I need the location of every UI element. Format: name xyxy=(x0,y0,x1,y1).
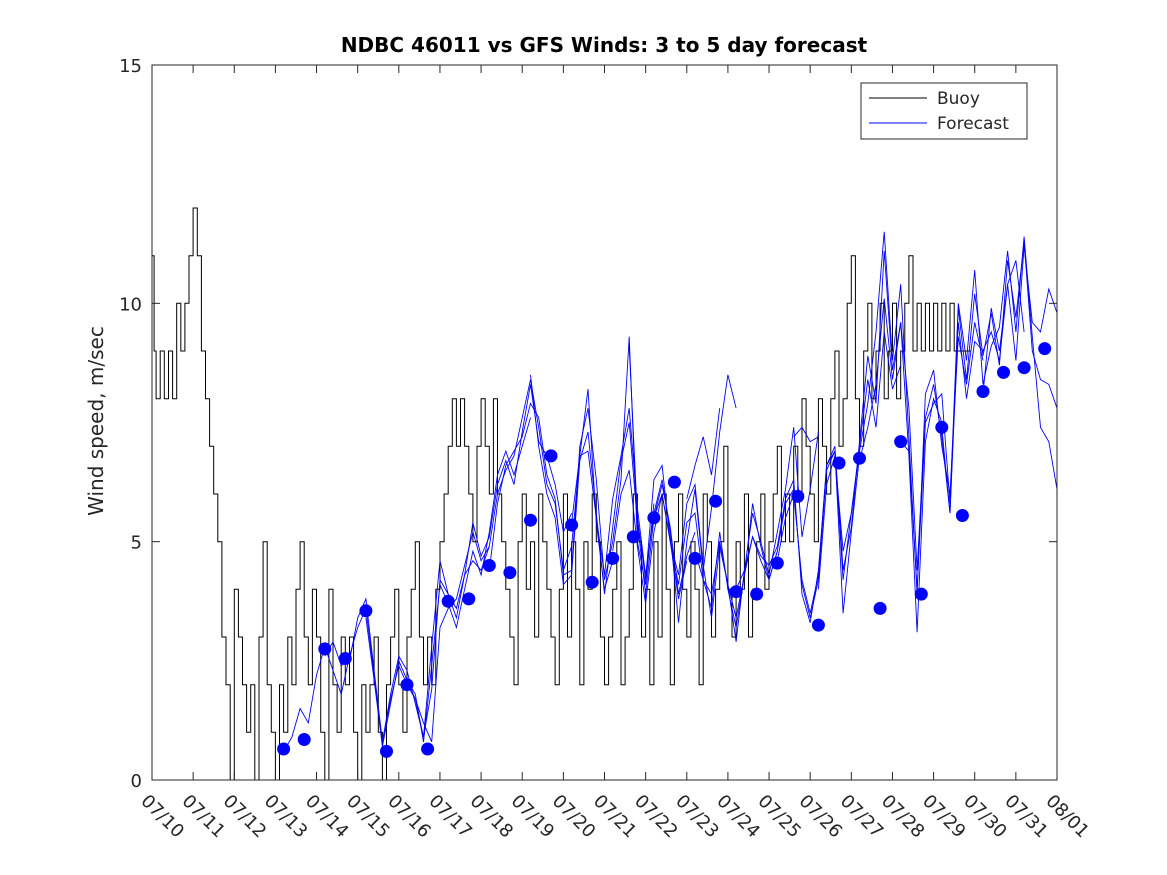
forecast-marker-point xyxy=(524,513,537,527)
chart-title: NDBC 46011 vs GFS Winds: 3 to 5 day fore… xyxy=(341,33,868,57)
forecast-marker-point xyxy=(503,566,517,580)
forecast-marker-point xyxy=(894,435,908,449)
forecast-marker-point xyxy=(853,451,866,465)
forecast-marker-point xyxy=(935,420,949,434)
forecast-marker-point xyxy=(1017,361,1031,375)
forecast-marker-point xyxy=(873,601,887,615)
forecast-marker-point xyxy=(914,587,928,601)
y-axis-label: Wind speed, m/sec xyxy=(84,326,108,516)
legend-label-forecast: Forecast xyxy=(937,114,1009,134)
y-tick-label: 5 xyxy=(131,533,142,554)
forecast-marker-point xyxy=(318,642,332,656)
legend: Buoy Forecast xyxy=(860,82,1028,140)
forecast-marker-point xyxy=(955,509,969,522)
forecast-series-line-11 xyxy=(694,449,860,623)
forecast-marker-point xyxy=(688,551,702,565)
forecast-series-line-13 xyxy=(776,250,943,633)
forecast-series-line-2 xyxy=(324,546,490,742)
forecast-marker-point xyxy=(770,556,784,570)
forecast-marker-point xyxy=(997,365,1010,379)
forecast-marker-point xyxy=(606,551,620,565)
forecast-marker-point xyxy=(667,475,681,489)
forecast-series-line-4 xyxy=(406,384,573,738)
forecast-series-line-21 xyxy=(793,426,819,443)
forecast-series-line-12 xyxy=(735,331,902,619)
forecast-series-line-19 xyxy=(628,346,688,599)
plot-area xyxy=(152,207,1058,781)
forecast-series-line-17 xyxy=(941,241,1058,514)
y-tick-label: 15 xyxy=(119,56,142,77)
forecast-marker-point xyxy=(462,592,476,606)
forecast-marker-point xyxy=(1038,342,1052,356)
forecast-series-line-15 xyxy=(859,260,1025,571)
forecast-marker-point xyxy=(297,733,311,746)
forecast-marker-point xyxy=(482,559,496,572)
forecast-marker-point xyxy=(647,511,661,525)
forecast-marker-point xyxy=(811,618,825,632)
forecast-marker-point xyxy=(565,518,579,532)
forecast-marker-point xyxy=(729,585,743,599)
y-tick-label: 10 xyxy=(119,294,142,315)
forecast-marker-point xyxy=(709,494,723,508)
forecast-marker-point xyxy=(441,594,455,608)
forecast-marker-point xyxy=(750,587,764,601)
forecast-marker-point xyxy=(544,449,558,463)
forecast-marker-point xyxy=(277,742,291,756)
legend-box xyxy=(860,82,1028,140)
forecast-series-line-10 xyxy=(653,427,819,642)
forecast-marker-point xyxy=(400,678,414,692)
forecast-marker-point xyxy=(359,604,373,618)
forecast-marker-point xyxy=(585,575,599,589)
forecast-marker-point xyxy=(791,489,805,503)
forecast-marker-point xyxy=(338,652,352,665)
forecast-marker-point xyxy=(380,744,393,758)
forecast-series-line-20 xyxy=(686,408,721,499)
forecast-series-line-18 xyxy=(982,246,1058,394)
y-tick-label: 0 xyxy=(131,771,142,792)
forecast-marker-point xyxy=(421,742,435,756)
forecast-series-line-9 xyxy=(612,470,778,628)
forecast-marker-point xyxy=(832,456,846,470)
forecast-marker-point xyxy=(976,385,990,398)
forecast-marker-point xyxy=(626,530,640,544)
forecast-series-line-5 xyxy=(447,379,614,609)
buoy-series-line xyxy=(152,207,971,781)
legend-label-buoy: Buoy xyxy=(937,89,980,109)
